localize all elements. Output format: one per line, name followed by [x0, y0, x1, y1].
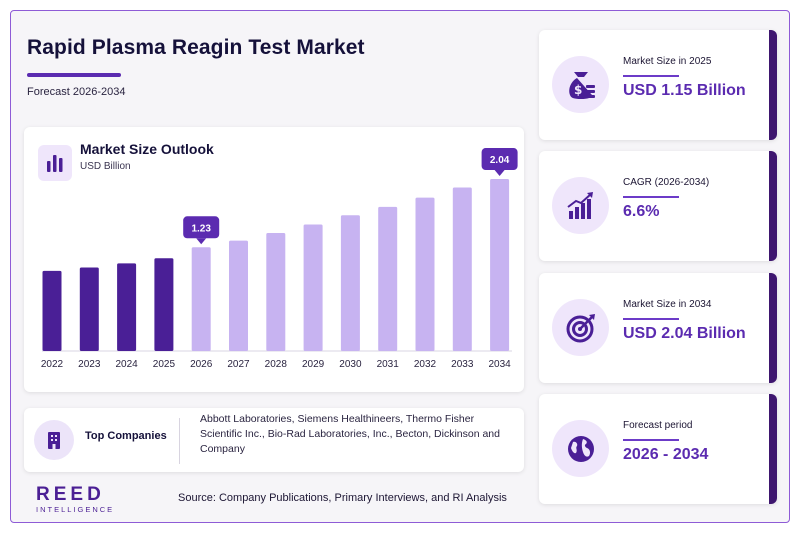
stat-underline [623, 439, 679, 441]
stat-value: USD 2.04 Billion [623, 325, 746, 342]
svg-text:$: $ [574, 83, 582, 97]
growth-chart-icon [552, 177, 609, 234]
stat-underline [623, 318, 679, 320]
bar-2033 [452, 187, 472, 351]
callout-2034: 2.04 [481, 148, 518, 177]
stat-card-market-size-2025: $ Market Size in 2025 USD 1.15 Billion [539, 30, 777, 140]
x-tick-label-2026: 2026 [190, 359, 213, 370]
chart-card: Market Size Outlook USD Billion 2022 2023… [24, 127, 524, 392]
stat-card-market-size-2034: Market Size in 2034 USD 2.04 Billion [539, 273, 777, 383]
top-companies-card: Top Companies Abbott Laboratories, Sieme… [24, 408, 524, 472]
stat-underline [623, 75, 679, 77]
x-tick-label-2033: 2033 [451, 359, 474, 370]
x-tick-label-2025: 2025 [153, 359, 176, 370]
stat-label: Forecast period [623, 420, 693, 431]
bar-2031 [378, 206, 398, 351]
page-subtitle: Forecast 2026-2034 [27, 86, 126, 98]
chart-unit: USD Billion [80, 161, 131, 172]
x-tick-label-2023: 2023 [78, 359, 101, 370]
logo-main-text: REED [36, 484, 105, 505]
x-tick-label-2027: 2027 [227, 359, 250, 370]
stat-card-cagr: CAGR (2026-2034) 6.6% [539, 151, 777, 261]
bar-2023 [79, 267, 99, 351]
stat-label: Market Size in 2034 [623, 299, 712, 310]
globe-icon [552, 420, 609, 477]
callout-label-2034: 2.04 [490, 155, 510, 166]
bar-chart: 2022 2023 2024 2025 2026 2027 2028 2029 2030 2031… [41, 148, 518, 370]
bar-2026 [191, 247, 211, 351]
x-tick-label-2030: 2030 [339, 359, 362, 370]
bar-2028 [266, 232, 286, 351]
x-tick-label-2034: 2034 [488, 359, 511, 370]
x-tick-label-2024: 2024 [115, 359, 138, 370]
stat-underline [623, 196, 679, 198]
x-tick-label-2031: 2031 [377, 359, 400, 370]
building-icon [34, 420, 74, 460]
x-tick-label-2028: 2028 [265, 359, 288, 370]
page-title: Rapid Plasma Reagin Test Market [27, 36, 365, 59]
bar-2030 [340, 215, 360, 351]
bar-2029 [303, 224, 323, 351]
top-companies-label: Top Companies [85, 430, 167, 442]
callout-label-2026: 1.23 [191, 223, 211, 234]
bar-2025 [154, 258, 174, 351]
stat-label: Market Size in 2025 [623, 56, 712, 67]
x-tick-label-2029: 2029 [302, 359, 325, 370]
bar-2032 [415, 197, 435, 351]
bar-2022 [42, 270, 62, 351]
stat-value: 6.6% [623, 203, 660, 220]
bar-2034 [490, 179, 510, 351]
stat-value: 2026 - 2034 [623, 446, 709, 463]
bar-2027 [229, 240, 248, 351]
stat-label: CAGR (2026-2034) [623, 177, 710, 188]
bar-2024 [117, 263, 137, 351]
bar-chart-icon [38, 145, 72, 181]
x-tick-label-2032: 2032 [414, 359, 437, 370]
reed-intelligence-logo: REED INTELLIGENCE [36, 484, 114, 514]
top-companies-list: Abbott Laboratories, Siemens Healthineer… [200, 413, 500, 455]
callout-2026: 1.23 [183, 216, 220, 245]
x-tick-label-2022: 2022 [41, 359, 64, 370]
chart-title: Market Size Outlook [80, 141, 214, 157]
source-note: Source: Company Publications, Primary In… [178, 492, 507, 504]
title-underline [27, 73, 121, 77]
stat-card-forecast-period: Forecast period 2026 - 2034 [539, 394, 777, 504]
logo-sub-text: INTELLIGENCE [36, 505, 115, 514]
stat-value: USD 1.15 Billion [623, 82, 746, 99]
money-bag-icon: $ [552, 56, 609, 113]
target-icon [552, 299, 609, 356]
companies-divider [179, 418, 180, 464]
